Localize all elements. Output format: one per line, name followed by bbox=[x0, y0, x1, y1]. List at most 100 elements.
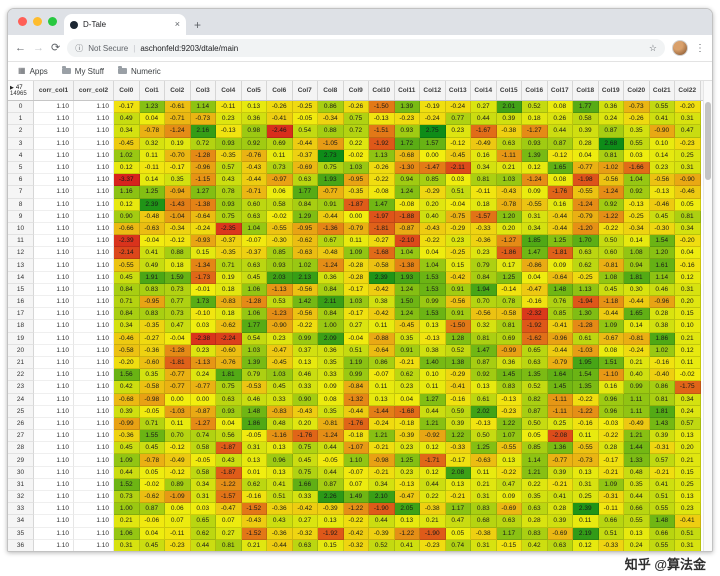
grid-cell[interactable]: 0.41 bbox=[547, 491, 573, 504]
column-header[interactable]: Col21 bbox=[649, 81, 675, 100]
grid-cell[interactable]: 0.38 bbox=[649, 320, 675, 333]
grid-cell[interactable]: 1.22 bbox=[496, 417, 522, 431]
column-header[interactable]: Col15 bbox=[496, 81, 522, 100]
grid-cell[interactable]: 1.02 bbox=[114, 149, 140, 162]
grid-cell[interactable]: 0.58 bbox=[267, 198, 293, 211]
grid-cell[interactable]: 0.46 bbox=[292, 369, 318, 382]
grid-cell[interactable]: -1.76 bbox=[292, 430, 318, 443]
grid-cell[interactable]: -0.44 bbox=[267, 539, 293, 551]
grid-cell[interactable]: 0.41 bbox=[649, 478, 675, 491]
grid-cell[interactable]: 1.14 bbox=[649, 271, 675, 284]
grid-cell[interactable]: -2.39 bbox=[114, 235, 140, 248]
grid-cell[interactable]: 0.84 bbox=[318, 283, 344, 296]
grid-cell[interactable]: -0.36 bbox=[267, 527, 293, 540]
corr-cell[interactable]: 1.10 bbox=[74, 515, 114, 528]
corr-cell[interactable]: 1.10 bbox=[34, 454, 74, 467]
grid-cell[interactable]: 1.04 bbox=[420, 259, 446, 272]
grid-cell[interactable]: -0.69 bbox=[496, 503, 522, 516]
grid-cell[interactable]: 1.21 bbox=[624, 430, 650, 443]
grid-cell[interactable]: -0.55 bbox=[573, 442, 599, 455]
grid-cell[interactable]: 1.24 bbox=[394, 308, 420, 321]
grid-cell[interactable]: -1.24 bbox=[318, 259, 344, 272]
grid-cell[interactable]: 0.65 bbox=[190, 515, 216, 528]
grid-cell[interactable]: 0.92 bbox=[598, 198, 624, 211]
grid-cell[interactable]: -0.21 bbox=[394, 356, 420, 370]
corr-cell[interactable]: 1.10 bbox=[34, 174, 74, 187]
grid-cell[interactable]: -0.41 bbox=[675, 515, 701, 528]
grid-cell[interactable]: -0.45 bbox=[394, 320, 420, 333]
tab-dtale[interactable]: D-Tale × bbox=[64, 14, 186, 35]
grid-cell[interactable]: 2.01 bbox=[496, 101, 522, 114]
corr-cell[interactable]: 1.10 bbox=[34, 442, 74, 455]
grid-cell[interactable]: 2.08 bbox=[445, 466, 471, 479]
grid-cell[interactable]: 0.69 bbox=[267, 137, 293, 150]
grid-cell[interactable]: 1.17 bbox=[496, 527, 522, 540]
grid-cell[interactable]: -1.52 bbox=[241, 527, 267, 540]
grid-cell[interactable]: -0.56 bbox=[292, 308, 318, 321]
grid-cell[interactable]: 0.70 bbox=[165, 430, 191, 443]
grid-cell[interactable]: -0.68 bbox=[114, 393, 140, 406]
grid-cell[interactable]: -1.81 bbox=[369, 222, 395, 236]
grid-cell[interactable]: 0.21 bbox=[241, 539, 267, 551]
grid-cell[interactable]: -0.30 bbox=[267, 235, 293, 248]
grid-cell[interactable]: 0.34 bbox=[114, 125, 140, 138]
grid-cell[interactable]: -0.36 bbox=[471, 235, 497, 248]
grid-cell[interactable]: 0.23 bbox=[471, 247, 497, 260]
grid-cell[interactable]: 0.27 bbox=[292, 515, 318, 528]
grid-cell[interactable]: 0.31 bbox=[675, 539, 701, 551]
grid-cell[interactable]: 0.67 bbox=[318, 235, 344, 248]
grid-cell[interactable]: 0.15 bbox=[190, 247, 216, 260]
grid-cell[interactable]: 0.90 bbox=[292, 393, 318, 406]
grid-cell[interactable]: 0.13 bbox=[445, 478, 471, 491]
grid-cell[interactable]: -0.28 bbox=[343, 259, 369, 272]
grid-cell[interactable]: -0.63 bbox=[139, 222, 165, 236]
grid-cell[interactable]: -0.60 bbox=[216, 344, 242, 357]
corr-cell[interactable]: 1.10 bbox=[34, 478, 74, 491]
grid-cell[interactable]: 0.39 bbox=[496, 113, 522, 126]
grid-cell[interactable]: 0.10 bbox=[649, 137, 675, 150]
corr-cell[interactable]: 1.10 bbox=[74, 198, 114, 211]
grid-cell[interactable]: 0.88 bbox=[318, 125, 344, 138]
grid-cell[interactable]: 1.85 bbox=[522, 235, 548, 248]
grid-cell[interactable]: 0.14 bbox=[649, 149, 675, 162]
grid-cell[interactable]: 0.27 bbox=[471, 101, 497, 114]
column-header[interactable]: corr_col1 bbox=[34, 81, 74, 100]
grid-cell[interactable]: 0.43 bbox=[267, 515, 293, 528]
bookmark-folder-numeric[interactable]: Numeric bbox=[118, 66, 161, 76]
grid-cell[interactable]: 1.93 bbox=[318, 174, 344, 187]
grid-cell[interactable]: -1.92 bbox=[369, 137, 395, 150]
grid-cell[interactable]: 0.31 bbox=[675, 113, 701, 126]
grid-cell[interactable]: 1.47 bbox=[471, 344, 497, 357]
corr-cell[interactable]: 1.10 bbox=[74, 283, 114, 296]
grid-cell[interactable]: 1.50 bbox=[394, 296, 420, 309]
grid-cell[interactable]: -1.05 bbox=[318, 137, 344, 150]
corr-cell[interactable]: 1.10 bbox=[34, 113, 74, 126]
column-header[interactable]: Col10 bbox=[369, 81, 395, 100]
grid-cell[interactable]: 0.11 bbox=[573, 515, 599, 528]
grid-cell[interactable]: 1.09 bbox=[343, 247, 369, 260]
corr-cell[interactable]: 1.10 bbox=[74, 271, 114, 284]
grid-cell[interactable]: -1.71 bbox=[420, 454, 446, 467]
grid-cell[interactable]: -0.48 bbox=[318, 247, 344, 260]
grid-cell[interactable]: 0.40 bbox=[624, 369, 650, 382]
grid-cell[interactable]: 1.53 bbox=[420, 271, 446, 284]
grid-cell[interactable]: 0.23 bbox=[445, 235, 471, 248]
grid-cell[interactable]: 1.08 bbox=[598, 271, 624, 284]
grid-cell[interactable]: -0.77 bbox=[318, 186, 344, 199]
grid-cell[interactable]: -0.36 bbox=[114, 430, 140, 443]
grid-cell[interactable]: 0.09 bbox=[496, 491, 522, 504]
grid-cell[interactable]: -0.56 bbox=[649, 174, 675, 187]
grid-cell[interactable]: 0.11 bbox=[573, 430, 599, 443]
grid-cell[interactable]: 0.13 bbox=[394, 515, 420, 528]
grid-cell[interactable]: -1.07 bbox=[343, 442, 369, 455]
grid-cell[interactable]: 0.31 bbox=[471, 539, 497, 551]
corr-cell[interactable]: 1.10 bbox=[34, 235, 74, 248]
grid-cell[interactable]: -0.11 bbox=[165, 527, 191, 540]
grid-cell[interactable]: -0.71 bbox=[241, 186, 267, 199]
grid-cell[interactable]: 0.63 bbox=[292, 539, 318, 551]
grid-cell[interactable]: 0.57 bbox=[675, 417, 701, 431]
grid-cell[interactable]: -0.75 bbox=[445, 210, 471, 223]
grid-cell[interactable]: 1.73 bbox=[190, 296, 216, 309]
grid-cell[interactable]: 0.77 bbox=[445, 113, 471, 126]
grid-cell[interactable]: 0.38 bbox=[369, 296, 395, 309]
